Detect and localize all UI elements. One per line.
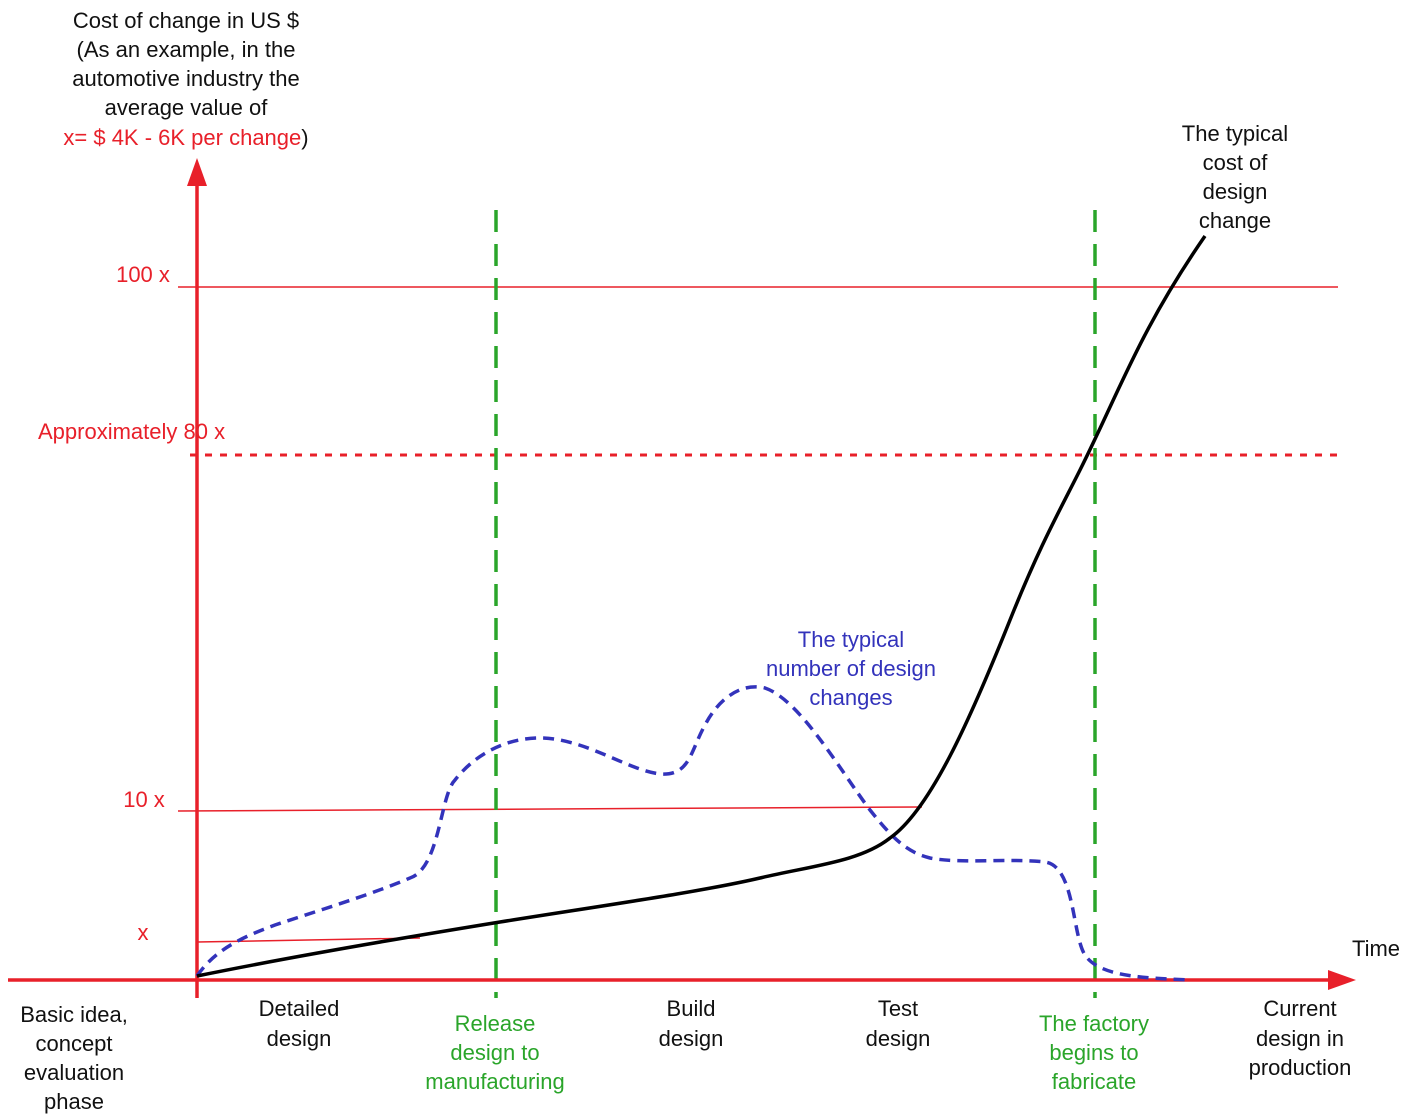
- phase-factory-line-2: begins to: [1049, 1040, 1138, 1065]
- changes-curve-label-2: number of design: [766, 656, 936, 681]
- phase-build-line-2: design: [659, 1026, 724, 1051]
- level-100x-label: 100 x: [116, 262, 170, 287]
- phase-release-line-3: manufacturing: [425, 1069, 564, 1094]
- cost-curve-label-1: The typical: [1182, 121, 1288, 146]
- level-1x-label: x: [138, 920, 149, 945]
- level-10x-line: [177, 806, 923, 812]
- phase-current-production: Current design in production: [1249, 996, 1352, 1080]
- phase-factory-line-3: fabricate: [1052, 1069, 1136, 1094]
- cost-curve-label-4: change: [1199, 208, 1271, 233]
- cost-unit-range: x= $ 4K - 6K per change: [63, 125, 301, 150]
- level-80x-label: Approximately 80 x: [38, 419, 225, 444]
- phase-basic-line-4: phase: [44, 1089, 104, 1114]
- phase-release-design: Release design to manufacturing: [425, 1011, 564, 1094]
- phase-test-line-1: Test: [878, 996, 918, 1021]
- x-axis-title: Time: [1352, 936, 1400, 961]
- cost-curve-label-3: design: [1203, 179, 1268, 204]
- changes-curve: [195, 685, 1191, 982]
- phase-detailed-design: Detailed design: [259, 996, 340, 1051]
- phase-detailed-line-1: Detailed: [259, 996, 340, 1021]
- phase-basic-line-3: evaluation: [24, 1060, 124, 1085]
- changes-curve-label-1: The typical: [798, 627, 904, 652]
- phase-test-design: Test design: [866, 996, 931, 1051]
- phase-current-line-1: Current: [1263, 996, 1336, 1021]
- cost-curve: [196, 235, 1207, 978]
- changes-curve-label-3: changes: [809, 685, 892, 710]
- phase-basic-line-1: Basic idea,: [20, 1002, 128, 1027]
- cost-curve-label-2: cost of: [1203, 150, 1269, 175]
- phase-factory-fabricate: The factory begins to fabricate: [1039, 1011, 1149, 1094]
- y-axis-title-line-2: (As an example, in the: [77, 37, 296, 62]
- y-axis-title-line-3: automotive industry the: [72, 66, 299, 91]
- phase-release-line-1: Release: [455, 1011, 536, 1036]
- phase-release-line-2: design to: [450, 1040, 539, 1065]
- close-paren: ): [301, 125, 308, 150]
- phase-current-line-2: design in: [1256, 1026, 1344, 1051]
- y-axis-title-line-5: x= $ 4K - 6K per change): [63, 125, 308, 150]
- phase-test-line-2: design: [866, 1026, 931, 1051]
- phase-build-line-1: Build: [667, 996, 716, 1021]
- level-1x-line: [196, 937, 421, 943]
- y-axis-title-line-4: average value of: [105, 95, 269, 120]
- phase-detailed-line-2: design: [267, 1026, 332, 1051]
- phase-current-line-3: production: [1249, 1055, 1352, 1080]
- phase-basic-idea: Basic idea, concept evaluation phase: [20, 1002, 128, 1114]
- phase-build-design: Build design: [659, 996, 724, 1051]
- x-axis-arrowhead: [1328, 970, 1356, 990]
- y-axis-arrowhead: [187, 158, 207, 186]
- phase-basic-line-2: concept: [35, 1031, 112, 1056]
- y-axis-title-line-1: Cost of change in US $: [73, 8, 299, 33]
- level-10x-label: 10 x: [123, 787, 165, 812]
- phase-factory-line-1: The factory: [1039, 1011, 1149, 1036]
